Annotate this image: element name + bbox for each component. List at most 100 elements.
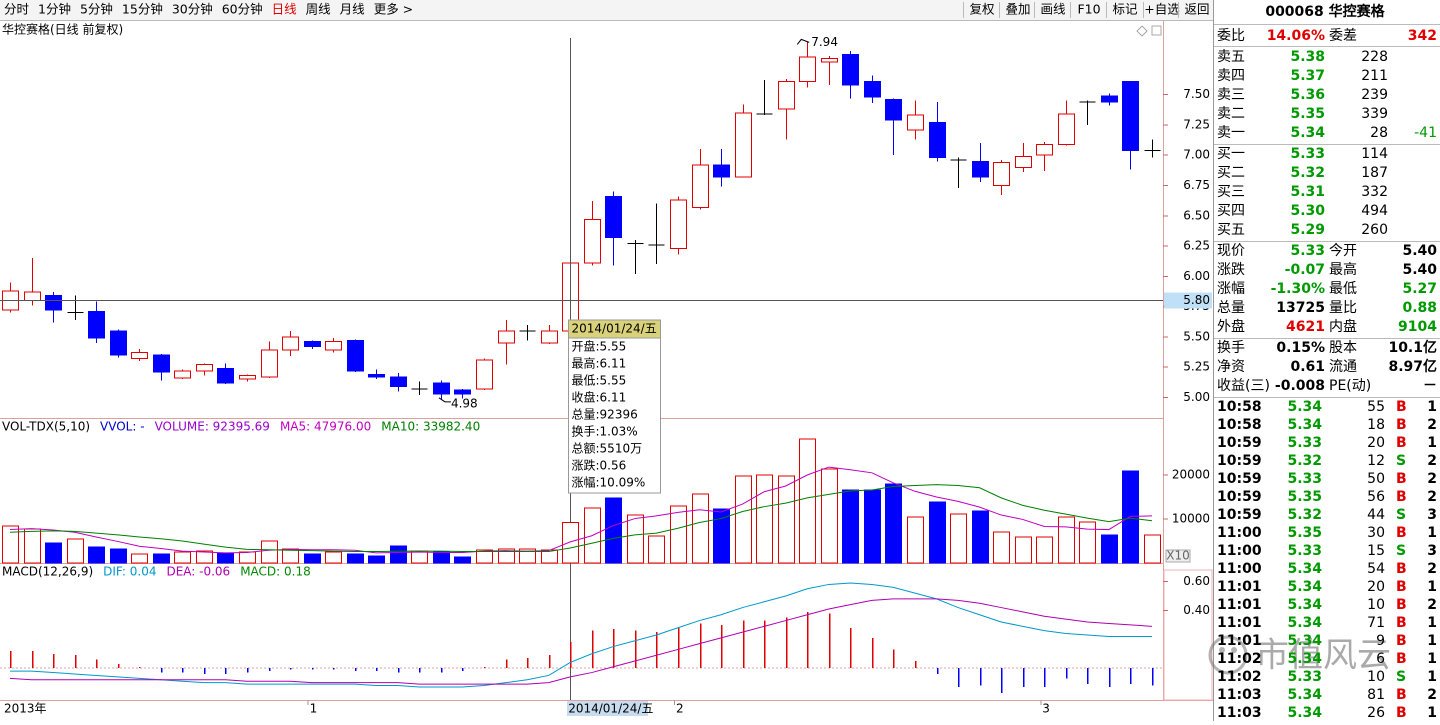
volume-bar (648, 535, 665, 564)
candle-body (993, 161, 1010, 186)
quote-cell: 11:01 (1217, 615, 1262, 631)
quote-cell: 5.34 (1287, 417, 1322, 433)
volume-bar (864, 489, 881, 564)
volume-bar (1036, 536, 1053, 564)
quote-cell: B (1396, 579, 1407, 595)
candle-body (153, 354, 170, 373)
candle-body (368, 373, 385, 378)
period-tab[interactable]: 15分钟 (122, 2, 163, 17)
quote-cell: 10:59 (1217, 471, 1262, 487)
crosshair-y-label: 5.80 (1183, 293, 1210, 307)
quote-cell: 6 (1376, 651, 1385, 667)
period-tab[interactable]: 分时 (4, 2, 30, 17)
candle-body (454, 389, 471, 395)
quote-cell: 14.06% (1267, 28, 1325, 44)
icon[interactable] (1136, 25, 1148, 37)
volume-bar (304, 553, 321, 564)
candle-body (735, 112, 752, 178)
quote-cell: 10 (1367, 597, 1385, 613)
quote-cell: 260 (1361, 222, 1388, 238)
candle-body (239, 375, 256, 380)
chart-title: 华控赛格(日线 前复权) (2, 22, 123, 37)
quote-cell: 11:00 (1217, 543, 1262, 559)
toolbar-button[interactable]: +自选 (1144, 2, 1180, 17)
volume-bar (239, 551, 256, 564)
volume-bar (907, 516, 924, 564)
quote-cell: 卖二 (1217, 106, 1245, 122)
volume-bar (411, 550, 428, 564)
toolbar-button[interactable]: 标记 (1112, 2, 1138, 17)
y-tick-label: 7.00 (1183, 148, 1210, 162)
quote-cell: 5.37 (1290, 68, 1325, 84)
candle-body (1122, 80, 1139, 151)
period-tab[interactable]: 周线 (306, 2, 332, 17)
tooltip-title: 2014/01/24/五 (572, 322, 657, 336)
unit-label: X10 (1166, 549, 1190, 563)
quote-cell: 委比 (1217, 28, 1245, 44)
volume-bar (885, 483, 902, 564)
quote-cell: 5.34 (1290, 125, 1325, 141)
candle-body (929, 122, 946, 159)
quote-cell: 卖五 (1217, 49, 1245, 65)
volume-bar (368, 555, 385, 564)
toolbar-button[interactable]: 复权 (969, 2, 995, 17)
y-tick-label: 5.50 (1183, 329, 1210, 343)
quote-cell: B (1396, 525, 1407, 541)
quote-cell: 1 (1427, 669, 1437, 685)
period-tab[interactable]: 月线 (340, 2, 366, 17)
volume-bar (454, 556, 471, 564)
quote-cell: 494 (1361, 203, 1388, 219)
y-tick-label: 6.00 (1183, 269, 1210, 283)
quote-cell: 2 (1427, 471, 1437, 487)
volume-bar (88, 546, 105, 564)
quote-cell: 2 (1427, 453, 1437, 469)
volume-bar (799, 438, 816, 564)
volume-bar (972, 510, 989, 564)
quote-cell: 9 (1376, 633, 1385, 649)
quote-cell: 5.33 (1287, 471, 1322, 487)
quote-cell: S (1396, 669, 1406, 685)
quote-cell: 2 (1427, 597, 1437, 613)
quote-cell: 委差 (1329, 28, 1357, 44)
quote-cell: 内盘 (1329, 318, 1357, 335)
annotation-leader (796, 38, 810, 45)
quote-cell: 2 (1427, 561, 1437, 577)
toolbar-button[interactable]: 叠加 (1005, 2, 1030, 17)
quote-cell: 5.29 (1290, 222, 1325, 238)
watermark-icon (1231, 647, 1237, 653)
quote-cell: 买一 (1217, 146, 1245, 162)
quote-title: 000068 华控赛格 (1265, 3, 1385, 20)
quote-cell: 342 (1408, 28, 1437, 44)
toolbar-button[interactable]: 画线 (1040, 2, 1066, 17)
period-tab[interactable]: 5分钟 (80, 2, 113, 17)
icon[interactable] (1151, 25, 1162, 36)
quote-cell: B (1396, 399, 1407, 415)
toolbar-button[interactable]: F10 (1077, 2, 1100, 17)
candle-body (713, 164, 730, 178)
quote-cell: 5.33 (1287, 543, 1322, 559)
quote-cell: 5.34 (1287, 687, 1322, 703)
quote-cell: 81 (1367, 687, 1385, 703)
quote-cell: 5.38 (1290, 49, 1325, 65)
quote-cell: 1 (1427, 705, 1437, 721)
period-tab[interactable]: 更多 > (374, 2, 413, 17)
period-tab[interactable]: 30分钟 (172, 2, 213, 17)
volume-bar (282, 548, 299, 564)
quote-cell: 11:01 (1217, 597, 1262, 613)
period-tab[interactable]: 1分钟 (38, 2, 71, 17)
volume-bar (196, 550, 213, 564)
tooltip-row: 总量:92396 (572, 408, 638, 422)
volume-bar (713, 508, 730, 564)
quote-cell: B (1396, 489, 1407, 505)
quote-cell: -0.008 (1275, 378, 1325, 394)
quote-cell: 5.30 (1290, 203, 1325, 219)
toolbar-button[interactable]: 返回 (1184, 2, 1209, 17)
volume-bar (993, 531, 1010, 564)
candle-body (433, 382, 450, 395)
candle-body (304, 341, 321, 348)
quote-cell: 13725 (1276, 300, 1325, 316)
period-tab[interactable]: 60分钟 (222, 2, 263, 17)
indicator-label: DIF: 0.04 (103, 565, 156, 579)
candle-body (670, 199, 687, 249)
period-tab[interactable]: 日线 (272, 2, 298, 17)
